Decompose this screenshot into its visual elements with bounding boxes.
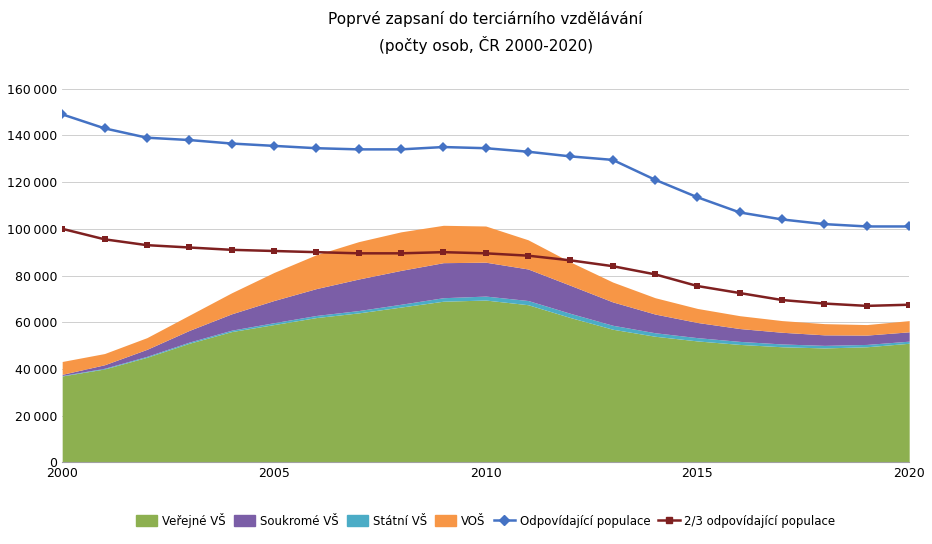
Legend: Veřejné VŠ, Soukromé VŠ, Státní VŠ, VOŠ, Odpovídající populace, 2/3 odpovídající: Veřejné VŠ, Soukromé VŠ, Státní VŠ, VOŠ,… (131, 508, 841, 533)
Title: Poprvé zapsaní do terciárního vzdělávání
(počty osob, ČR 2000-2020): Poprvé zapsaní do terciárního vzdělávání… (328, 11, 643, 54)
